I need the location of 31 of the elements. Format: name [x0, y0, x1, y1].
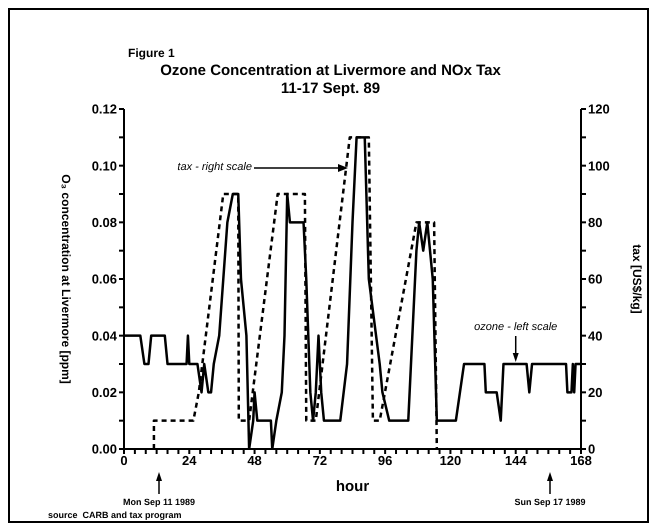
y2-tick-label: 20 — [588, 384, 602, 400]
y2-tick-label: 40 — [588, 328, 602, 344]
y2-tick-label: 100 — [588, 158, 610, 174]
x-tick-label: 72 — [312, 453, 328, 468]
x-tick-label: 0 — [120, 453, 128, 468]
y2-tick-label: 60 — [588, 272, 602, 287]
y-tick-label: 0.00 — [92, 442, 117, 457]
y-tick-label: 0.04 — [92, 328, 118, 344]
x-tick-label: 120 — [440, 453, 462, 468]
y2-axis-title: tax [US$/kg] — [630, 244, 644, 314]
x-tick-label: 144 — [504, 453, 528, 468]
y-tick-label: 0.02 — [92, 384, 117, 400]
y-tick-label: 0.08 — [92, 214, 117, 230]
y-axis-title: O₃ concentration at Livermore [ppm] — [58, 174, 73, 384]
y-tick-label: 0.10 — [92, 158, 117, 174]
chart-title: Ozone Concentration at Livermore and NOx Tax — [159, 62, 502, 79]
annotation: tax - right scale — [177, 161, 252, 173]
caption: Figure 1 — [128, 46, 175, 60]
text: Sun Sep 17 1989 — [513, 497, 587, 507]
y2-tick-label: 80 — [588, 214, 602, 230]
annotation: ozone - left scale — [474, 321, 558, 333]
y2-tick-label: 120 — [588, 102, 610, 117]
x-tick-label: 96 — [378, 453, 392, 468]
y-tick-label: 0.12 — [92, 102, 117, 117]
x-tick-label: 48 — [247, 453, 262, 468]
text: Mon Sep 11 1989 — [122, 497, 196, 507]
x-tick-label: 24 — [182, 453, 198, 468]
source-note: source CARB and tax program — [48, 510, 182, 520]
x-axis-title: hour — [336, 478, 370, 495]
chart-subtitle: 11-17 Sept. 89 — [280, 80, 382, 97]
y-tick-label: 0.06 — [92, 272, 117, 287]
